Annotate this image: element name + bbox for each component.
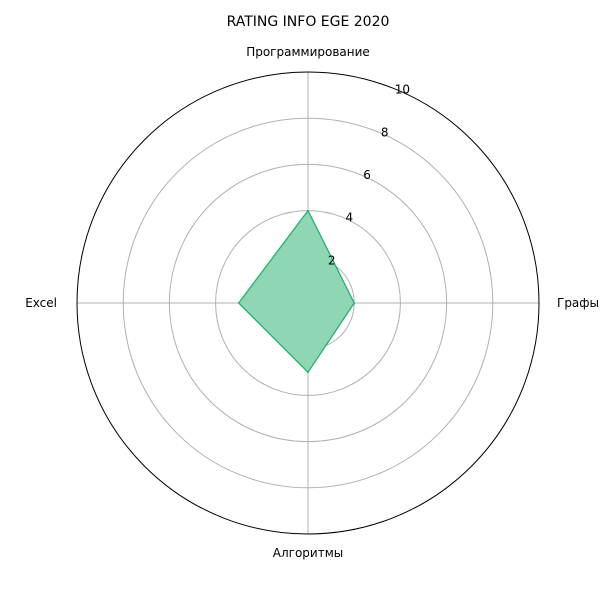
r-tick-label-2: 2 [328, 253, 336, 267]
category-label-0: Программирование [246, 45, 370, 59]
r-tick-label-8: 8 [381, 125, 389, 139]
data-point-0-0 [307, 209, 309, 212]
outer-frame [76, 71, 540, 535]
category-label-1: Графы [557, 296, 599, 310]
data-point-0-2 [307, 371, 309, 374]
series-area-0 [238, 209, 355, 373]
data-point-0-3 [237, 302, 240, 304]
chart-title: RATING INFO EGE 2020 [227, 14, 390, 30]
category-label-3: Excel [25, 296, 57, 310]
data-point-0-1 [353, 302, 356, 304]
label-layer: 2 4 6 8 10 Программирование Графы Алгоритмы Exce… [25, 45, 599, 560]
r-tick-label-4: 4 [346, 211, 354, 225]
r-tick-label-6: 6 [363, 168, 371, 182]
series-layer [237, 209, 356, 374]
r-tick-label-10: 10 [395, 83, 410, 97]
category-label-2: Алгоритмы [273, 546, 343, 560]
